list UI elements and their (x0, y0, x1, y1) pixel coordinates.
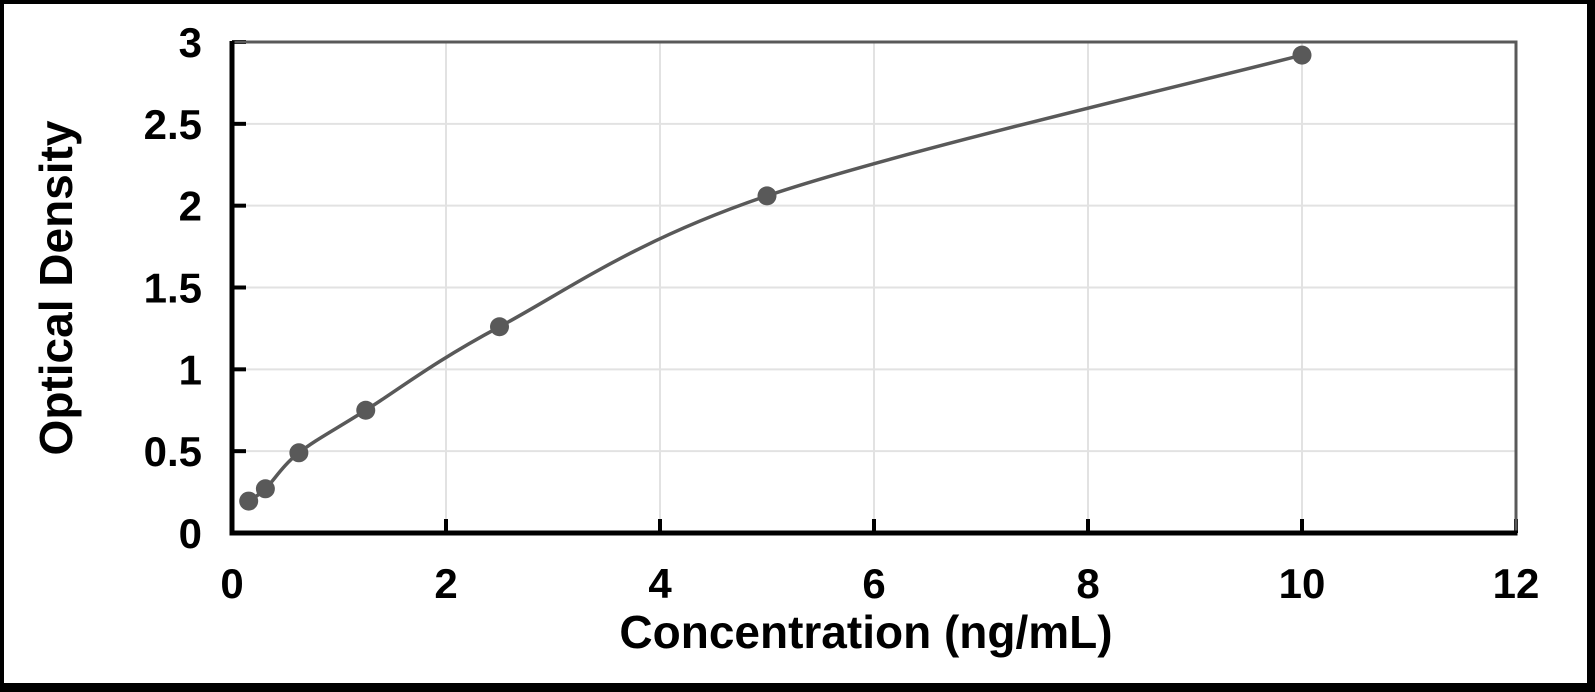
x-tick-label: 2 (434, 560, 457, 607)
standard-curve-line (246, 53, 1304, 503)
y-tick-label: 1 (179, 346, 202, 393)
x-tick-label: 12 (1493, 560, 1540, 607)
data-point-marker (356, 400, 376, 420)
data-series (239, 45, 1312, 511)
x-tick-label: 10 (1279, 560, 1326, 607)
y-tick-label: 0.5 (144, 428, 202, 475)
data-point-marker (239, 491, 259, 511)
data-point-marker (255, 479, 275, 499)
y-tick-label: 1.5 (144, 265, 202, 312)
data-point-marker (289, 443, 309, 463)
x-tick-label: 6 (862, 560, 885, 607)
y-axis-title: Optical Density (30, 120, 82, 455)
y-tick-label: 2.5 (144, 101, 202, 148)
data-point-marker (1292, 45, 1312, 65)
data-point-marker (757, 186, 777, 206)
data-point-marker (490, 317, 509, 337)
x-tick-label: 8 (1076, 560, 1099, 607)
tick-labels: 0 2 4 6 8 10 12 0 0.5 1 1.5 2 2.5 3 (144, 19, 1540, 607)
gridlines (232, 42, 1516, 533)
x-tick-label: 0 (220, 560, 243, 607)
x-axis-title: Concentration (ng/mL) (619, 606, 1112, 658)
y-tick-label: 3 (179, 19, 202, 66)
y-tick-label: 2 (179, 183, 202, 230)
y-tick-label: 0 (179, 510, 202, 557)
x-tick-label: 4 (648, 560, 672, 607)
axes (229, 40, 1518, 536)
